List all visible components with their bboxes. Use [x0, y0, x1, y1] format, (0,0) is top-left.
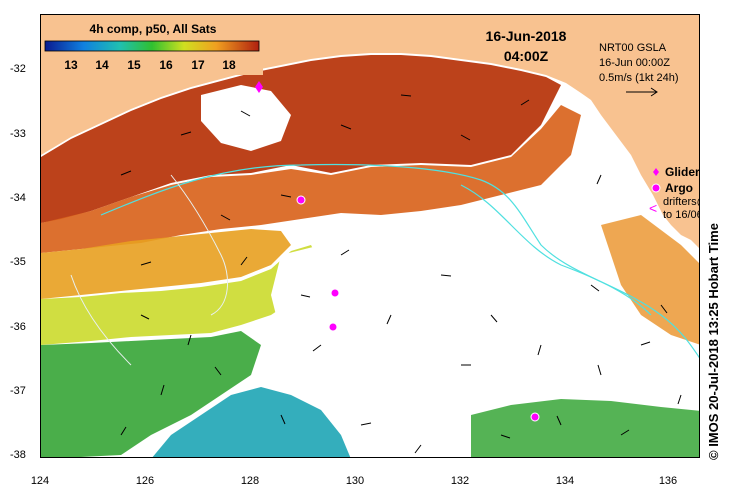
- velocity-arrows: [120, 94, 682, 454]
- velocity-scale: 0.5m/s (1kt 24h): [599, 72, 678, 84]
- argo-float-4[interactable]: [530, 412, 540, 422]
- sst-green-patch: [41, 331, 261, 457]
- x-tick: 132: [451, 475, 469, 487]
- contour-line-1: [100, 163, 699, 359]
- glider-marker[interactable]: [255, 81, 263, 93]
- cloud-gap-east: [471, 195, 601, 295]
- imos-credit: © IMOS 20-Jul-2018 13:25 Hobart Time: [706, 223, 721, 460]
- contour-line-2: [460, 184, 652, 316]
- colorbar-tick: 16: [159, 58, 173, 72]
- y-tick: -37: [10, 385, 26, 397]
- colorbar-tick: 18: [222, 58, 236, 72]
- y-tick: -33: [10, 128, 26, 140]
- sst-green-southeast: [471, 399, 699, 457]
- y-tick: -38: [10, 449, 26, 461]
- argo-float-1[interactable]: [296, 195, 306, 205]
- argo-legend-label: Argo: [665, 181, 693, 195]
- map-time: 04:00Z: [504, 48, 549, 64]
- x-axis: 124 126 128 130 132 134 136: [31, 475, 677, 487]
- colorbar-tick: 14: [95, 58, 109, 72]
- y-axis: -32 -33 -34 -35 -36 -37 -38: [10, 63, 26, 461]
- argo-legend-icon: [651, 183, 661, 193]
- drifters-legend-line2: to 16/06 12Z: [663, 209, 700, 221]
- x-tick: 126: [136, 475, 154, 487]
- argo-float-3[interactable]: [328, 322, 338, 332]
- glider-legend-icon: [653, 168, 659, 176]
- sst-east-orange: [601, 215, 699, 345]
- map-date: 16-Jun-2018: [486, 28, 567, 44]
- x-tick: 124: [31, 475, 49, 487]
- argo-markers: [296, 195, 540, 422]
- drifters-legend-icon: <: [649, 200, 657, 216]
- drifters-legend-line1: drifters@12h: [663, 196, 700, 208]
- colorbar-ticks: 13 14 15 16 17 18: [64, 58, 236, 72]
- x-tick: 130: [346, 475, 364, 487]
- y-tick: -34: [10, 192, 26, 204]
- altimetry-time: 16-Jun 00:00Z: [599, 57, 670, 69]
- altimetry-source: NRT00 GSLA: [599, 42, 667, 54]
- y-tick: -32: [10, 63, 26, 75]
- sst-amber-band: [41, 229, 291, 299]
- sst-orange-band: [41, 105, 581, 253]
- colorbar: [44, 40, 260, 52]
- sst-warm-band: [41, 55, 561, 223]
- colorbar-tick: 13: [64, 58, 78, 72]
- y-tick: -35: [10, 256, 26, 268]
- y-tick: -36: [10, 321, 26, 333]
- x-tick: 128: [241, 475, 259, 487]
- colorbar-tick: 15: [127, 58, 141, 72]
- sst-map[interactable]: 4h comp, p50, All Sats 13 14 15 16 17 18…: [40, 14, 700, 458]
- x-tick: 134: [556, 475, 574, 487]
- sst-cold-patch: [152, 387, 351, 457]
- sst-yellow-band: [41, 245, 321, 345]
- colorbar-tick: 17: [191, 58, 205, 72]
- velocity-scale-arrow: [626, 87, 658, 97]
- x-tick: 136: [659, 475, 677, 487]
- cloud-gap-center: [271, 230, 581, 405]
- glider-legend-label: Glider: [665, 165, 700, 179]
- argo-float-2[interactable]: [330, 288, 340, 298]
- product-title: 4h comp, p50, All Sats: [90, 22, 217, 36]
- contour-line-3: [70, 174, 229, 366]
- cloud-gap-north: [201, 85, 291, 151]
